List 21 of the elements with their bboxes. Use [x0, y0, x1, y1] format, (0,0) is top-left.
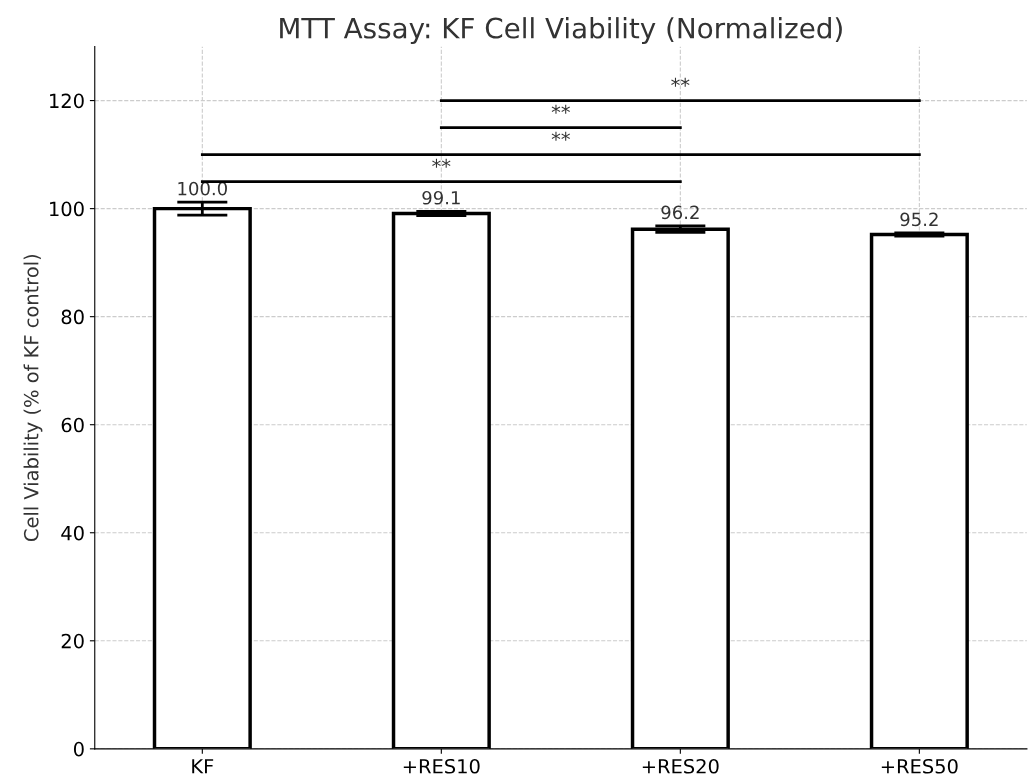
annotation: **	[551, 104, 570, 114]
annotation: **	[671, 77, 690, 87]
data-label: 96.2	[661, 205, 699, 220]
x-tick-label: +RES10	[403, 758, 480, 774]
data-label: 99.1	[422, 190, 460, 205]
y-tick-label: 80	[61, 309, 84, 325]
y-tick-label: 120	[50, 93, 84, 109]
y-tick-label: 0	[73, 741, 84, 757]
annotation: **	[551, 131, 570, 141]
x-tick-label: KF	[192, 759, 214, 774]
x-tick-label: +RES50	[881, 758, 958, 774]
y-tick-label: 40	[61, 525, 84, 541]
data-label: 100.0	[178, 181, 227, 196]
data-label: 95.2	[900, 212, 938, 227]
y-tick-label: 60	[61, 417, 84, 433]
x-tick-label: +RES20	[642, 758, 719, 774]
y-tick-label: 100	[50, 201, 84, 217]
chart-title: MTT Assay: KF Cell Viability (Normalized)	[280, 17, 842, 44]
annotation: **	[432, 158, 451, 168]
y-tick-label: 20	[61, 633, 84, 649]
y-axis-title: Cell Viability (% of KF control)	[23, 254, 43, 542]
